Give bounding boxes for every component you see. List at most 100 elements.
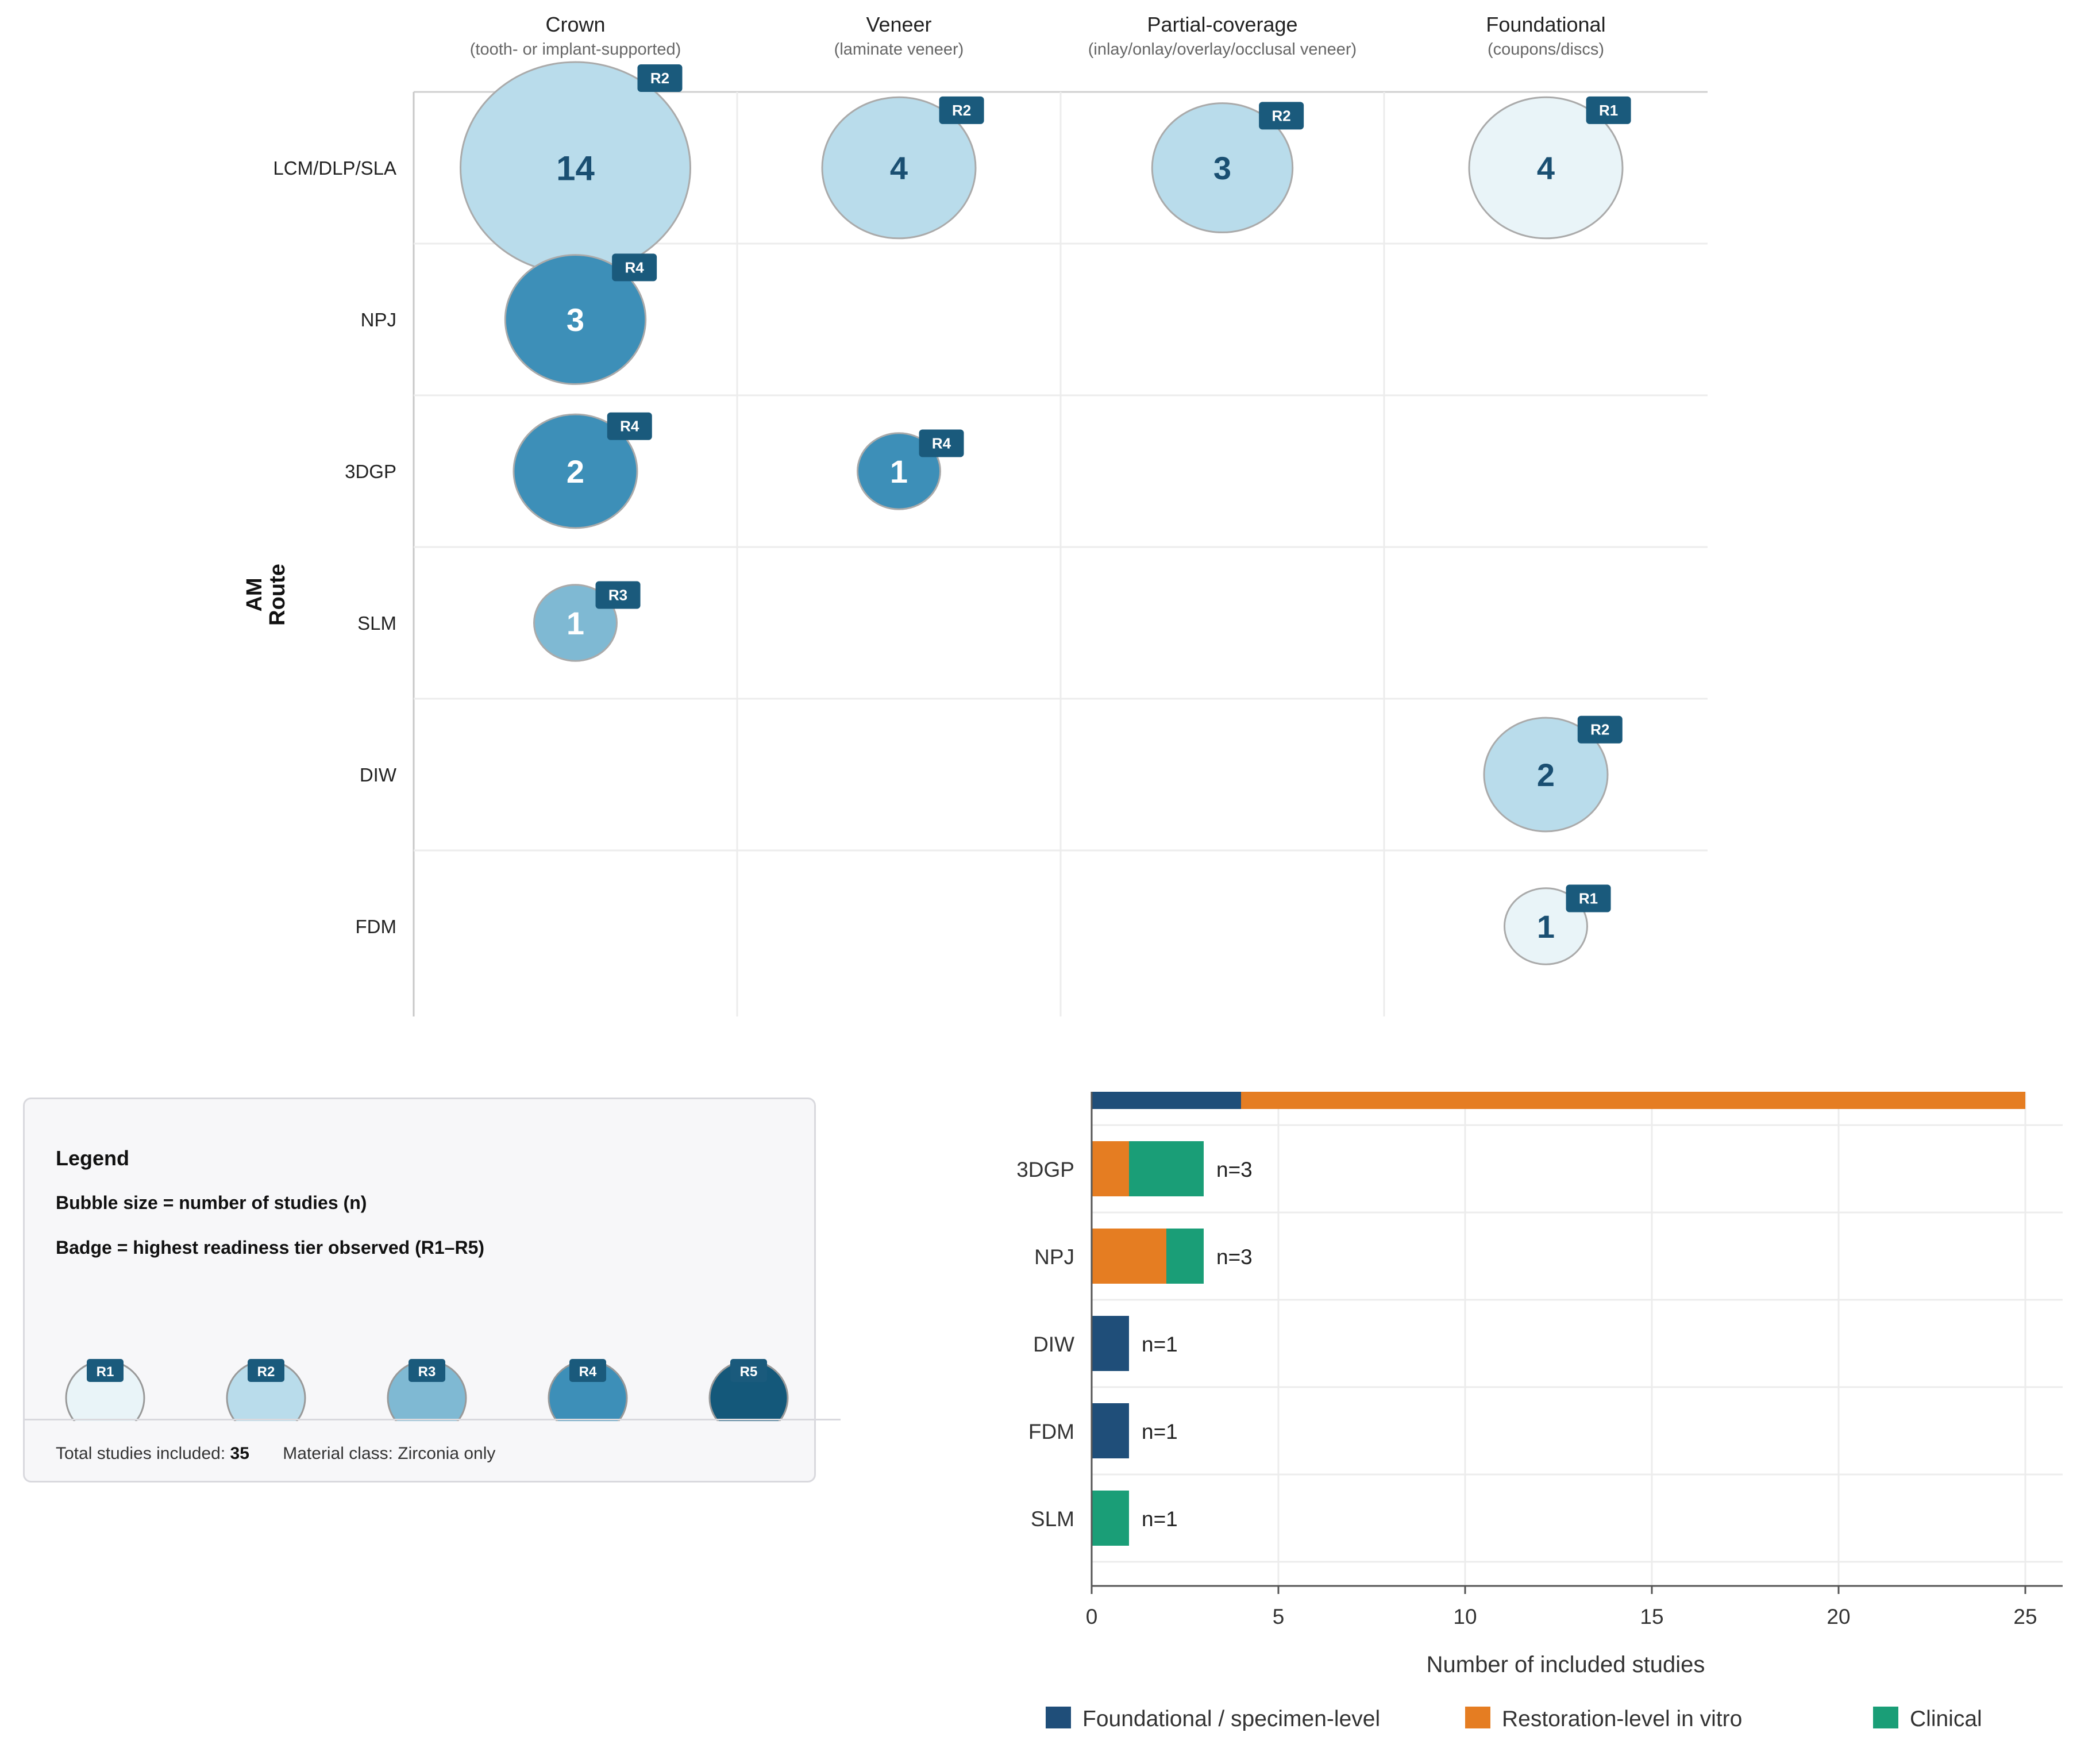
tier-badge-label: R2 (952, 102, 971, 119)
bar-category-3dgp: 3DGP (1016, 1158, 1074, 1181)
tier-badge (1259, 102, 1304, 130)
bubble-chart: Crown (tooth- or implant-supported) Veneer… (242, 13, 1708, 1016)
row-label-3dgp: 3DGP (345, 461, 396, 482)
tier-badge-label: R1 (1599, 102, 1618, 119)
bubble-npj-crown: 3 R4 (504, 253, 657, 385)
bar-legend-swatch (1873, 1707, 1898, 1728)
bar-total-diw: n=1 (1142, 1333, 1178, 1356)
bar-category-diw: DIW (1033, 1333, 1074, 1356)
column-subheader-partial-coverage: (inlay/onlay/overlay/occlusal veneer) (1088, 40, 1357, 59)
row-label-slm: SLM (357, 613, 396, 634)
bubble-count: 1 (1537, 908, 1555, 945)
legend-swatch-r2: R2R2 (226, 1359, 306, 1421)
material-class: Material class: Zirconia only (283, 1444, 496, 1463)
bar-segment-npj-restoration-level-in-vitro (1092, 1229, 1166, 1284)
tier-badge-label: R3 (608, 587, 627, 604)
bar-total-npj: n=3 (1216, 1245, 1253, 1269)
bubble-marks: 14 R2 4 R2 3 R2 4 R1 3 R4 2 R4 1 R4 1 R3 2 R2 1 R1 (460, 61, 1631, 965)
stacked-bar-chart: LCM/DLP/SLA3DGPNPJDIWFDMSLM n=25n=3n=3n=… (936, 1092, 2086, 1731)
bubble-slm-crown: 1 R3 (533, 581, 641, 662)
bar-segment-slm-clinical (1092, 1491, 1129, 1546)
tier-badge (939, 96, 984, 124)
column-headers: Crown (tooth- or implant-supported) Veneer… (470, 13, 1606, 59)
bar-category-npj: NPJ (1034, 1245, 1074, 1269)
legend-title: Legend (56, 1146, 130, 1170)
bar-x-tick-label: 10 (1453, 1605, 1477, 1628)
total-studies-value: 35 (230, 1444, 249, 1463)
y-axis-label-line: AM (242, 577, 267, 611)
legend-swatch-r5: R5R5 (708, 1359, 789, 1421)
tier-badge (919, 429, 964, 457)
bar-x-tick-label: 5 (1273, 1605, 1285, 1628)
legend-tier-swatches: R1R1 R2R2 R3R3 R4R4 R5R5 (65, 1359, 789, 1421)
legend-size-note: Bubble size = number of studies (n) (56, 1192, 367, 1213)
legend-footer: Total studies included: 35 Material clas… (56, 1444, 495, 1464)
bubble-lcm-dlp-sla-veneer: 4 R2 (821, 96, 984, 240)
row-label-fdm: FDM (356, 916, 396, 937)
legend-swatch-badge (569, 1359, 606, 1382)
bubble-fdm-foundational: 1 R1 (1504, 884, 1611, 965)
legend-swatch-badge-label: R5 (740, 1364, 758, 1380)
bubble-count: 2 (567, 453, 584, 490)
column-subheader-crown: (tooth- or implant-supported) (470, 40, 681, 59)
legend-swatch-badge (409, 1359, 445, 1382)
bubble-circle (513, 413, 638, 529)
bubble-count: 3 (567, 302, 584, 338)
bar-segment-fdm-foundational-specimen-level (1092, 1403, 1129, 1458)
bar-legend: Foundational / specimen-level Restoration… (1046, 1707, 1982, 1731)
bar-segment-npj-clinical (1166, 1229, 1204, 1284)
tier-badge-label: R4 (620, 418, 639, 435)
bubble-count: 1 (567, 605, 584, 641)
legend-badge-note: Badge = highest readiness tier observed … (56, 1237, 485, 1258)
bar-total-slm: n=1 (1142, 1507, 1178, 1531)
tier-badge (1586, 96, 1631, 124)
bar-legend-item-restoration-level-in-vitro: Restoration-level in vitro (1465, 1707, 1742, 1731)
legend-swatch-badge (248, 1359, 284, 1382)
bar-x-axis-label: Number of included studies (1427, 1652, 1705, 1677)
tier-badge (637, 64, 683, 92)
bubble-circle (1468, 96, 1624, 240)
bar-legend-swatch (1465, 1707, 1490, 1728)
bar-total-3dgp: n=3 (1216, 1158, 1253, 1181)
tier-badge-label: R2 (650, 70, 669, 87)
column-subheader-veneer: (laminate veneer) (834, 40, 964, 59)
tier-badge (595, 581, 641, 609)
bubble-circle (821, 96, 977, 240)
bar-legend-item-clinical: Clinical (1873, 1707, 1982, 1731)
bar-x-tick-label: 15 (1640, 1605, 1663, 1628)
legend-swatch-badge (87, 1359, 124, 1382)
bubble-circle (504, 254, 647, 385)
bubble-count: 4 (1537, 150, 1555, 186)
bar-segment-diw-foundational-specimen-level (1092, 1316, 1129, 1371)
bar-category-labels: LCM/DLP/SLA 3DGP NPJ DIW FDM SLM (936, 1092, 1074, 1531)
bubble-count: 1 (890, 453, 908, 490)
bar-total-fdm: n=1 (1142, 1420, 1178, 1443)
tier-badge (612, 253, 657, 282)
column-header-partial-coverage: Partial-coverage (1147, 13, 1297, 36)
bar-total-labels: n=25 n=3 n=3 n=1 n=1 n=1 (1142, 1092, 2086, 1531)
bar-segment-lcm-dlp-sla-restoration-level-in-vitro (1241, 1092, 2025, 1109)
legend-swatch-badge-label: R3 (418, 1364, 436, 1380)
tier-badge-label: R1 (1579, 890, 1598, 907)
row-label-lcm-dlp-sla: LCM/DLP/SLA (273, 157, 396, 179)
total-studies-label: Total studies included: (56, 1444, 226, 1463)
bubble-circle (1483, 717, 1609, 833)
bubble-3dgp-veneer: 1 R4 (857, 429, 964, 510)
legend-swatch-r3: R3R3 (387, 1359, 467, 1421)
tier-badge-label: R4 (625, 259, 645, 276)
tier-badge-label: R2 (1272, 107, 1291, 124)
y-axis-label-line: Route (265, 564, 290, 626)
bar-category-fdm: FDM (1028, 1420, 1074, 1443)
bubble-lcm-dlp-sla-foundational: 4 R1 (1468, 96, 1631, 240)
bar-marks (1092, 1092, 2025, 1546)
bar-legend-label: Restoration-level in vitro (1502, 1707, 1742, 1731)
tier-badge-label: R4 (932, 435, 951, 452)
legend-swatch-r1: R1R1 (65, 1359, 145, 1421)
bar-x-tick-label: 20 (1827, 1605, 1850, 1628)
legend-swatch-badge (730, 1359, 767, 1382)
row-label-diw: DIW (360, 764, 397, 785)
tier-badge (1577, 715, 1623, 744)
bar-total-lcm-dlp-sla: n=25 (2038, 1092, 2086, 1094)
bubble-lcm-dlp-sla-crown: 14 R2 (460, 61, 691, 275)
bubble-count: 3 (1213, 150, 1231, 186)
